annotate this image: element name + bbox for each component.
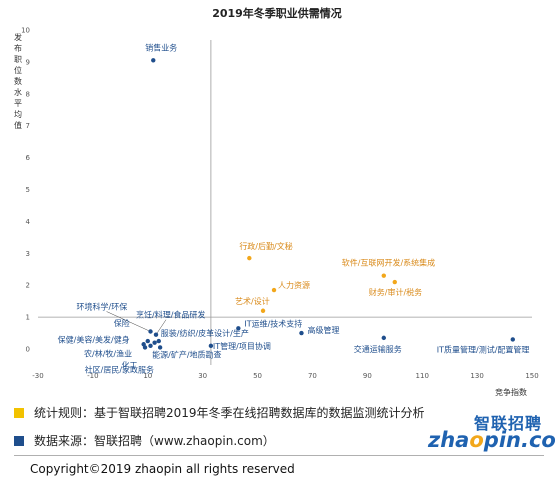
- point-label: IT运维/技术支持: [244, 318, 302, 328]
- leader-line: [155, 319, 167, 335]
- data-point: [381, 335, 386, 341]
- data-point: [208, 343, 214, 349]
- point-label: 行政/后勤/文秘: [239, 241, 292, 251]
- logo-english: zhaopin.com: [428, 428, 555, 452]
- leader-lines: [106, 311, 167, 335]
- point-label: IT质量管理/测试/配置管理: [437, 344, 530, 354]
- data-point: [381, 273, 386, 278]
- data-point: [247, 255, 252, 261]
- point-label: 农/林/牧/渔业: [84, 348, 132, 358]
- x-tick-label: 10: [143, 372, 152, 380]
- data-point: [142, 345, 148, 350]
- data-point: [156, 338, 161, 344]
- copyright-text: Copyright©2019 zhaopin all rights reserv…: [30, 462, 295, 476]
- data-point: [152, 340, 157, 345]
- x-tick-label: -30: [32, 372, 43, 380]
- point-label: 交通运输服务: [354, 344, 402, 354]
- y-tick-label: 7: [26, 122, 30, 130]
- data-point: [236, 326, 241, 331]
- y-axis-label: 发布职位数水平均值: [14, 32, 22, 130]
- y-tick-label: 6: [26, 154, 31, 162]
- footer-divider: [14, 455, 544, 456]
- point-label: 化工: [122, 360, 138, 370]
- y-tick-label: 3: [26, 250, 30, 258]
- x-ticks: -30 -10 10 30 50 70 90 110 130 150: [32, 372, 538, 380]
- y-tick-label: 9: [26, 58, 30, 66]
- data-point: [392, 279, 397, 285]
- y-tick-label: 0: [26, 346, 30, 354]
- point-label: 服装/纺织/皮革设计/生产: [161, 328, 249, 338]
- x-axis-label: 竞争指数: [495, 387, 527, 397]
- data-point: [260, 308, 266, 313]
- data-points: [141, 58, 515, 350]
- point-label: 烹饪/料理/食品研发: [136, 310, 205, 320]
- point-label: 人力资源: [278, 280, 310, 290]
- x-tick-label: 90: [363, 372, 372, 380]
- x-tick-label: 110: [416, 372, 429, 380]
- x-tick-label: 150: [525, 372, 538, 380]
- data-point: [153, 332, 159, 337]
- point-label: 能源/矿产/地质勘查: [152, 349, 221, 359]
- reference-lines: [38, 40, 532, 365]
- data-point: [148, 329, 153, 334]
- data-point: [510, 337, 515, 342]
- point-label: 财务/审计/税务: [369, 287, 422, 297]
- stat-rule-text: 统计规则：基于智联招聘2019年冬季在线招聘数据库的数据监测统计分析: [34, 406, 425, 420]
- point-label: IT管理/项目协调: [213, 341, 271, 351]
- data-source-text: 数据来源：智联招聘（www.zhaopin.com）: [34, 434, 275, 448]
- data-source-row: 数据来源：智联招聘（www.zhaopin.com）: [14, 432, 275, 449]
- data-point: [271, 287, 277, 293]
- blue-square-icon: [14, 435, 24, 446]
- stat-rule-row: 统计规则：基于智联招聘2019年冬季在线招聘数据库的数据监测统计分析: [14, 404, 425, 421]
- y-ticks: 0 1 2 3 4 5 6 7 8 9 10: [21, 27, 30, 354]
- data-point: [148, 343, 153, 349]
- scatter-chart: 2019年冬季职业供需情况 发布职位数水平均值 竞争指数 0 1 2 3 4 5 6 7 8 9 1…: [14, 6, 539, 397]
- x-tick-label: 130: [470, 372, 483, 380]
- chart-title: 2019年冬季职业供需情况: [212, 6, 342, 20]
- point-label: 销售业务: [145, 42, 177, 52]
- point-label: 艺术/设计: [235, 296, 270, 306]
- x-tick-label: -10: [87, 372, 98, 380]
- zhaopin-logo: 智联招聘 zhaopin.com: [428, 410, 555, 454]
- x-tick-label: 50: [253, 372, 262, 380]
- logo-chinese: 智联招聘: [473, 414, 542, 433]
- leader-line: [106, 311, 151, 332]
- y-tick-label: 8: [26, 90, 30, 98]
- x-tick-label: 70: [308, 372, 317, 380]
- y-tick-label: 5: [26, 186, 30, 194]
- data-point: [299, 330, 304, 336]
- y-tick-label: 10: [21, 27, 30, 35]
- data-point: [151, 58, 156, 63]
- data-point: [157, 345, 163, 350]
- point-label: 社区/居民/家政服务: [85, 365, 154, 375]
- point-label: 高级管理: [307, 325, 339, 335]
- data-point: [145, 338, 150, 344]
- x-tick-label: 30: [198, 372, 207, 380]
- y-tick-label: 4: [26, 218, 31, 226]
- point-label: 环境科学/环保: [77, 302, 128, 312]
- point-label: 保险: [114, 318, 130, 328]
- point-label: 软件/互联网开发/系统集成: [342, 258, 435, 268]
- point-label: 保健/美容/美发/健身: [58, 334, 130, 344]
- y-tick-label: 2: [26, 282, 30, 290]
- y-tick-label: 1: [26, 314, 30, 322]
- yellow-square-icon: [14, 407, 24, 418]
